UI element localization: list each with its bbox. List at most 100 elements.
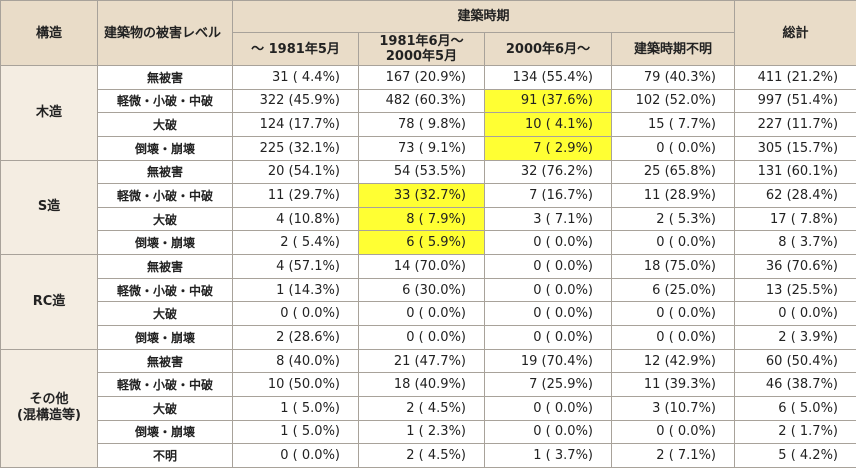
damage-level: 倒壊・崩壊	[97, 230, 233, 256]
count-cell: 73 ( 9.1%)	[358, 135, 485, 161]
count-cell: 2 ( 4.5%)	[358, 443, 485, 468]
count-cell: 11 (28.9%)	[610, 183, 736, 208]
count-cell: 62 (28.4%)	[734, 183, 856, 208]
count-cell: 1 ( 2.3%)	[358, 419, 485, 445]
count-cell: 1 (14.3%)	[232, 277, 359, 303]
count-cell: 6 ( 5.9%)	[358, 230, 485, 256]
count-cell: 20 (54.1%)	[232, 159, 359, 185]
header-period: 建築時期	[231, 0, 736, 33]
count-cell: 0 ( 0.0%)	[610, 135, 736, 161]
group-label: その他 (混構造等)	[0, 348, 98, 468]
count-cell: 8 ( 3.7%)	[734, 230, 856, 256]
count-cell: 2 ( 4.5%)	[358, 395, 485, 421]
count-cell: 46 (38.7%)	[734, 372, 856, 397]
count-cell: 6 (30.0%)	[358, 277, 485, 303]
count-cell: 322 (45.9%)	[232, 88, 359, 114]
count-cell: 19 (70.4%)	[484, 348, 612, 374]
count-cell: 13 (25.5%)	[734, 277, 856, 303]
header-period-col: 1981年6月～ 2000年5月	[358, 32, 485, 66]
count-cell: 0 ( 0.0%)	[484, 301, 612, 327]
count-cell: 2 ( 3.9%)	[734, 325, 856, 350]
count-cell: 0 ( 0.0%)	[610, 419, 736, 445]
table-row: 軽微・小破・中破 322 (45.9%) 482 (60.3%) 91 (37.6%)…	[1, 88, 856, 114]
count-cell: 17 ( 7.8%)	[734, 206, 856, 232]
damage-level: 無被害	[97, 65, 233, 90]
damage-level: 軽微・小破・中破	[97, 372, 233, 397]
count-cell: 167 (20.9%)	[358, 65, 485, 90]
count-cell: 1 ( 3.7%)	[484, 443, 612, 468]
table-row: 大破 1 ( 5.0%) 2 ( 4.5%) 0 ( 0.0%) 3 (10.7%) 6 …	[1, 395, 856, 421]
count-cell: 0 ( 0.0%)	[484, 254, 612, 279]
count-cell: 33 (32.7%)	[358, 183, 485, 208]
count-cell: 78 ( 9.8%)	[358, 112, 485, 137]
header-total: 総計	[734, 0, 856, 66]
count-cell: 5 ( 4.2%)	[734, 443, 856, 468]
table-row: 倒壊・崩壊 225 (32.1%) 73 ( 9.1%) 7 ( 2.9%) 0 ( 0…	[1, 135, 856, 161]
count-cell: 18 (75.0%)	[610, 254, 736, 279]
table-row: 軽微・小破・中破 10 (50.0%) 18 (40.9%) 7 (25.9%) 11 …	[1, 372, 856, 397]
count-cell: 21 (47.7%)	[358, 348, 485, 374]
count-cell: 54 (53.5%)	[358, 159, 485, 185]
count-cell: 0 ( 0.0%)	[358, 301, 485, 327]
count-cell: 2 ( 5.4%)	[232, 230, 359, 256]
header-period-col: 2000年6月～	[484, 32, 612, 66]
count-cell: 15 ( 7.7%)	[610, 112, 736, 137]
damage-level: 大破	[97, 395, 233, 421]
table-row: 不明 0 ( 0.0%) 2 ( 4.5%) 1 ( 3.7%) 2 ( 7.1%) 5 …	[1, 443, 856, 468]
count-cell: 7 (25.9%)	[484, 372, 612, 397]
count-cell: 4 (57.1%)	[232, 254, 359, 279]
damage-level: 倒壊・崩壊	[97, 325, 233, 350]
count-cell: 997 (51.4%)	[734, 88, 856, 114]
count-cell: 14 (70.0%)	[358, 254, 485, 279]
count-cell: 11 (39.3%)	[610, 372, 736, 397]
header-period-col: ～ 1981年5月	[232, 32, 359, 66]
header-structure: 構造	[0, 0, 98, 66]
count-cell: 1 ( 5.0%)	[232, 395, 359, 421]
count-cell: 102 (52.0%)	[610, 88, 736, 114]
damage-level: 軽微・小破・中破	[97, 88, 233, 114]
count-cell: 8 (40.0%)	[232, 348, 359, 374]
table-row: 軽微・小破・中破 11 (29.7%) 33 (32.7%) 7 (16.7%) 11 …	[1, 183, 856, 208]
count-cell: 411 (21.2%)	[734, 65, 856, 90]
count-cell: 124 (17.7%)	[232, 112, 359, 137]
count-cell: 0 ( 0.0%)	[484, 277, 612, 303]
count-cell: 0 ( 0.0%)	[232, 301, 359, 327]
count-cell: 305 (15.7%)	[734, 135, 856, 161]
count-cell: 0 ( 0.0%)	[484, 419, 612, 445]
count-cell: 4 (10.8%)	[232, 206, 359, 232]
table-row: RC造 無被害 4 (57.1%) 14 (70.0%) 0 ( 0.0%) 18 (75…	[0, 254, 856, 350]
count-cell: 7 ( 2.9%)	[484, 135, 612, 161]
count-cell: 10 ( 4.1%)	[484, 112, 612, 137]
count-cell: 31 ( 4.4%)	[232, 65, 359, 90]
count-cell: 1 ( 5.0%)	[232, 419, 359, 445]
table-row: 倒壊・崩壊 2 (28.6%) 0 ( 0.0%) 0 ( 0.0%) 0 ( 0.0%…	[1, 325, 856, 350]
count-cell: 0 ( 0.0%)	[232, 443, 359, 468]
count-cell: 12 (42.9%)	[610, 348, 736, 374]
count-cell: 60 (50.4%)	[734, 348, 856, 374]
count-cell: 2 (28.6%)	[232, 325, 359, 350]
count-cell: 482 (60.3%)	[358, 88, 485, 114]
count-cell: 91 (37.6%)	[484, 88, 612, 114]
table-body: 木造 無被害 31 ( 4.4%) 167 (20.9%) 134 (55.4%) 79 …	[0, 65, 856, 468]
count-cell: 134 (55.4%)	[484, 65, 612, 90]
damage-level: 倒壊・崩壊	[97, 419, 233, 445]
count-cell: 2 ( 7.1%)	[610, 443, 736, 468]
count-cell: 0 ( 0.0%)	[734, 301, 856, 327]
count-cell: 225 (32.1%)	[232, 135, 359, 161]
damage-level: 無被害	[97, 254, 233, 279]
damage-level: 不明	[97, 443, 233, 468]
count-cell: 6 (25.0%)	[610, 277, 736, 303]
count-cell: 0 ( 0.0%)	[610, 230, 736, 256]
count-cell: 18 (40.9%)	[358, 372, 485, 397]
group-label: 木造	[0, 65, 98, 161]
count-cell: 7 (16.7%)	[484, 183, 612, 208]
table-row: 大破 124 (17.7%) 78 ( 9.8%) 10 ( 4.1%) 15 ( 7.…	[1, 112, 856, 137]
table-row: S造 無被害 20 (54.1%) 54 (53.5%) 32 (76.2%) 25 (6…	[0, 159, 856, 256]
count-cell: 0 ( 0.0%)	[484, 325, 612, 350]
damage-level: 無被害	[97, 348, 233, 374]
group-label: S造	[0, 159, 98, 256]
table-row: 軽微・小破・中破 1 (14.3%) 6 (30.0%) 0 ( 0.0%) 6 (25…	[1, 277, 856, 303]
damage-level: 軽微・小破・中破	[97, 277, 233, 303]
